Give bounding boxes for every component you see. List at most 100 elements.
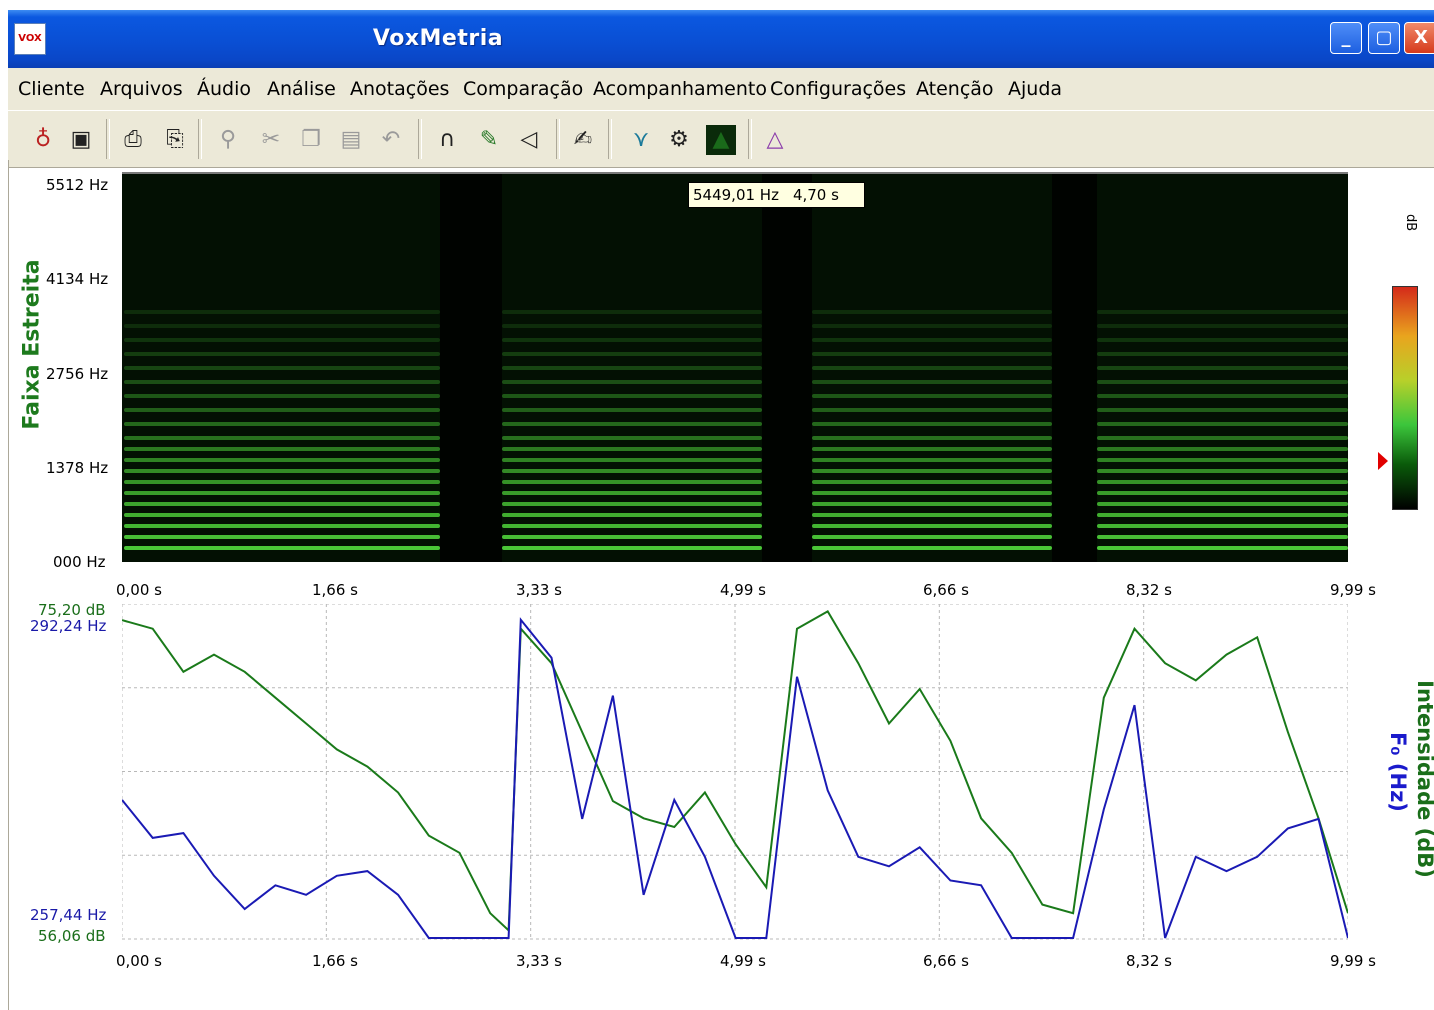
colorbar (1392, 286, 1418, 510)
f0-axis-label: F₀ (Hz) (1386, 732, 1410, 812)
edit-icon[interactable]: ✍ (573, 127, 593, 152)
plot-x-tick: 8,32 s (1126, 952, 1172, 970)
spectrogram-harmonic (812, 513, 1052, 517)
plot-x-tick: 0,00 s (116, 952, 162, 970)
spectrogram-harmonic (812, 408, 1052, 412)
spectrogram-harmonic (124, 546, 440, 550)
spectrogram-harmonic (124, 458, 440, 462)
spectrogram-harmonic (124, 366, 440, 370)
spectrogram-harmonic (812, 380, 1052, 384)
spectrogram-harmonic (502, 324, 762, 328)
menu-ajuda[interactable]: Ajuda (1008, 78, 1063, 100)
toolbar-separator (556, 119, 560, 159)
menu-audio[interactable]: Áudio (197, 78, 252, 100)
colorbar-threshold-marker[interactable] (1378, 452, 1388, 470)
spectrogram-harmonic (502, 408, 762, 412)
menu-anotacoes[interactable]: Anotações (350, 78, 450, 100)
display-icon[interactable]: ▣ (70, 127, 92, 152)
spectrogram-harmonic (124, 422, 440, 426)
cut-icon[interactable]: ✂ (261, 127, 281, 152)
title-bar[interactable]: VOX VoxMetria _ ▢ X (8, 10, 1434, 68)
intensity-min-label: 56,06 dB (38, 927, 106, 945)
spectrogram-harmonic (1097, 513, 1348, 517)
spectrogram-harmonic (124, 338, 440, 342)
spectrogram-view[interactable] (122, 172, 1348, 562)
spectrogram-harmonic (1097, 535, 1348, 539)
intensity-max-label: 75,20 dB (38, 601, 106, 619)
spectrogram-harmonic (502, 436, 762, 440)
spectrogram-harmonic (1097, 380, 1348, 384)
copy-icon[interactable]: ❐ (301, 127, 321, 152)
paste-icon[interactable]: ▤ (340, 127, 362, 152)
spectrogram-harmonic (1097, 447, 1348, 451)
client-icon[interactable]: ♁ (34, 127, 52, 152)
spectrogram-harmonic (502, 394, 762, 398)
print-icon[interactable]: ⎘ (166, 127, 184, 152)
spectrogram-harmonic (124, 352, 440, 356)
toolbar-separator (418, 119, 422, 159)
colorbar-unit-label: dB (1403, 214, 1418, 232)
undo-icon[interactable]: ↶ (381, 127, 401, 152)
spectrogram-harmonic (812, 502, 1052, 506)
menu-arquivos[interactable]: Arquivos (100, 78, 183, 100)
spectrogram-y-tick: 4134 Hz (46, 270, 109, 288)
f0-series-line (121, 617, 1349, 939)
spectrogram-harmonic (124, 394, 440, 398)
cursor-tooltip: 5449,01 Hz 4,70 s (688, 182, 865, 208)
maximize-button[interactable]: ▢ (1368, 22, 1400, 54)
spectrogram-harmonic (1097, 352, 1348, 356)
spectrogram-harmonic (812, 491, 1052, 495)
plot-canvas (121, 603, 1349, 940)
toolbar-separator (106, 119, 110, 159)
spectrogram-harmonic (124, 502, 440, 506)
spectrogram-y-tick: 000 Hz (53, 553, 106, 571)
menu-configuracoes[interactable]: Configurações (770, 78, 907, 100)
spectrogram-harmonic (124, 524, 440, 528)
spectrogram-harmonic (124, 310, 440, 314)
toolbar-separator (608, 119, 612, 159)
headphones-icon[interactable]: ∩ (438, 127, 456, 152)
analysis-icon[interactable]: ⋎ (632, 127, 650, 152)
spectrogram-harmonic (502, 310, 762, 314)
record-icon[interactable]: ✎ (479, 127, 499, 152)
spectrogram-harmonic (812, 546, 1052, 550)
settings-icon[interactable]: ⚙ (669, 127, 689, 152)
spectrogram-harmonic (502, 458, 762, 462)
spectrogram-harmonic (812, 469, 1052, 473)
spectrogram-y-tick: 5512 Hz (46, 176, 109, 194)
toolbar-separator (748, 119, 752, 159)
spectrogram-harmonic (812, 480, 1052, 484)
triangle-icon[interactable]: △ (766, 127, 784, 152)
menu-cliente[interactable]: Cliente (18, 78, 85, 100)
menu-comparacao[interactable]: Comparação (463, 78, 584, 100)
spectrogram-harmonic (1097, 524, 1348, 528)
spectrogram-silence (1052, 174, 1097, 562)
menu-acompanhamento[interactable]: Acompanhamento (593, 78, 767, 100)
toolbar: ♁ ▣ ⎙ ⎘ ⚲ ✂ ❐ ▤ ↶ ∩ ✎ ◁ ✍ ⋎ ⚙ ▲ △ (8, 110, 1434, 168)
minimize-button[interactable]: _ (1330, 22, 1362, 54)
spectrogram-x-tick: 9,99 s (1330, 581, 1376, 599)
plot-x-tick: 4,99 s (720, 952, 766, 970)
spectrogram-harmonic (124, 436, 440, 440)
f0-intensity-plot[interactable] (121, 603, 1349, 940)
spectrogram-harmonic (502, 524, 762, 528)
spectrogram-x-tick: 8,32 s (1126, 581, 1172, 599)
print-preview-icon[interactable]: ⎙ (124, 127, 142, 152)
spectrogram-harmonic (812, 310, 1052, 314)
spectrogram-harmonic (502, 502, 762, 506)
spectrogram-harmonic (502, 366, 762, 370)
spectrogram-harmonic (1097, 422, 1348, 426)
menu-atencao[interactable]: Atenção (916, 78, 994, 100)
spectrogram-y-tick: 2756 Hz (46, 365, 109, 383)
close-button[interactable]: X (1404, 22, 1434, 54)
spectrogram-harmonic (124, 447, 440, 451)
spectrogram-harmonic (1097, 458, 1348, 462)
menu-bar: Cliente Arquivos Áudio Análise Anotações… (8, 68, 1434, 110)
spectrogram-harmonic (502, 422, 762, 426)
window-left-border (8, 160, 9, 1010)
zoom-icon[interactable]: ⚲ (219, 127, 237, 152)
spectrogram-harmonic (1097, 469, 1348, 473)
speaker-icon[interactable]: ◁ (520, 127, 538, 152)
menu-analise[interactable]: Análise (267, 78, 336, 100)
spectrogram-icon[interactable]: ▲ (706, 125, 736, 155)
